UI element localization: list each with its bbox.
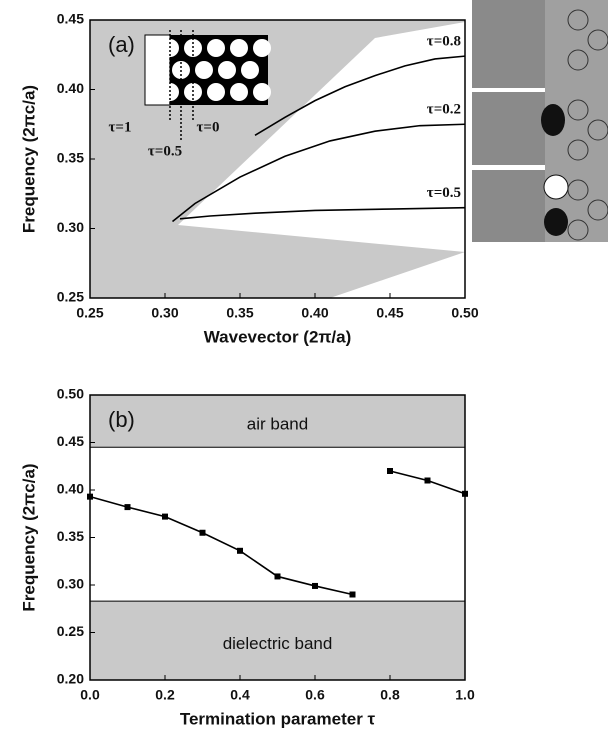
point: [87, 493, 93, 500]
y-tick-label: 0.45: [57, 11, 84, 27]
field-lobe: [544, 208, 568, 236]
y-axis-title: Frequency (2πc/a): [19, 85, 38, 233]
point: [237, 547, 243, 554]
crystal-inset: [144, 30, 271, 140]
band-region: [90, 601, 465, 680]
series-line: [89, 495, 353, 596]
annotation: τ=0: [197, 119, 220, 135]
y-tick-label: 0.25: [57, 289, 84, 305]
x-tick-label: 0.2: [155, 687, 175, 703]
series-line: [254, 55, 466, 137]
x-tick-label: 0.6: [305, 687, 325, 703]
series-line: [179, 206, 466, 220]
x-tick-label: 0.25: [76, 305, 103, 321]
x-tick-label: 0.35: [226, 305, 253, 321]
x-tick-label: 1.0: [455, 687, 475, 703]
series-label: τ=0.5: [427, 185, 461, 201]
x-tick-label: 0.50: [451, 305, 478, 321]
point: [424, 477, 431, 484]
y-tick-label: 0.35: [57, 150, 84, 166]
x-tick-label: 0.4: [230, 687, 250, 703]
series-label: τ=0.2: [427, 102, 461, 118]
field-lobe: [543, 174, 569, 200]
x-tick-label: 0.45: [376, 305, 403, 321]
series-line: [171, 123, 466, 223]
point: [124, 504, 131, 511]
y-tick-label: 0.40: [57, 80, 84, 96]
panel-label: (b): [108, 407, 135, 432]
field-holes: [567, 9, 608, 241]
y-tick-label: 0.35: [57, 528, 84, 544]
y-tick-label: 0.30: [57, 576, 84, 592]
y-tick-label: 0.30: [57, 219, 84, 235]
inset-arrows: [169, 30, 194, 140]
band-label: air band: [247, 415, 308, 434]
y-tick-label: 0.20: [57, 671, 84, 687]
annotation: τ=0.5: [148, 143, 182, 159]
x-axis-title: Wavevector (2π/a): [204, 327, 352, 346]
point: [162, 513, 168, 520]
band-region: [90, 395, 465, 448]
field-images: [472, 0, 608, 242]
y-axis-title: Frequency (2πc/a): [19, 463, 38, 611]
y-tick-label: 0.25: [57, 623, 84, 639]
band-label: dielectric band: [223, 634, 333, 653]
y-tick-label: 0.45: [57, 433, 84, 449]
point: [274, 573, 281, 580]
y-tick-label: 0.40: [57, 481, 84, 497]
gap-region: [330, 252, 465, 298]
x-tick-label: 0.40: [301, 305, 328, 321]
point: [349, 591, 356, 598]
x-axis-title: Termination parameter τ: [180, 709, 376, 728]
inset-holes: [161, 39, 271, 101]
point: [312, 582, 318, 589]
panel-label: (a): [108, 32, 135, 57]
x-tick-label: 0.8: [380, 687, 400, 703]
point: [462, 490, 468, 497]
x-tick-label: 0.30: [151, 305, 178, 321]
series-label: τ=0.8: [427, 34, 461, 50]
y-tick-label: 0.50: [57, 386, 84, 402]
point: [199, 529, 206, 536]
point: [387, 468, 393, 474]
gap-region: [178, 22, 465, 252]
field-lobe: [541, 104, 565, 136]
x-tick-label: 0.0: [80, 687, 100, 703]
annotation: τ=1: [109, 119, 132, 135]
